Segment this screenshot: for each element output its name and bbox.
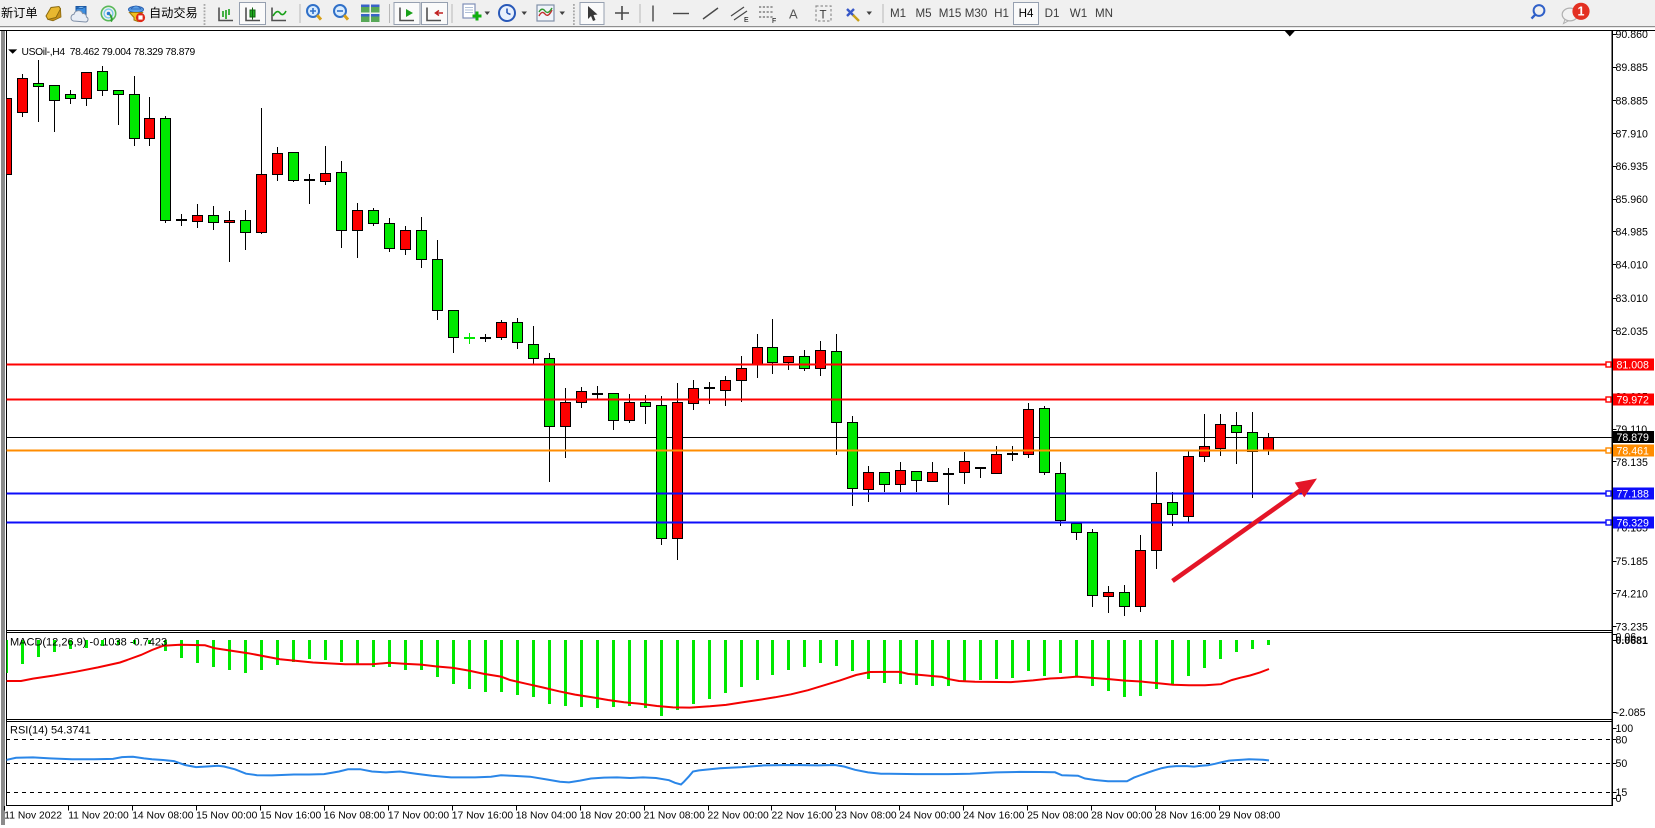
svg-text:新订单: 新订单 [1,5,38,20]
svg-text:50: 50 [1616,758,1628,770]
svg-text:28 Nov 00:00: 28 Nov 00:00 [1091,810,1153,821]
svg-text:M5: M5 [915,7,931,20]
svg-text:15: 15 [1616,787,1628,799]
svg-text:24 Nov 00:00: 24 Nov 00:00 [899,810,961,821]
svg-text:11 Nov 2022: 11 Nov 2022 [4,810,62,821]
svg-text:H1: H1 [994,7,1009,20]
svg-text:90.860: 90.860 [1616,29,1649,41]
svg-text:18 Nov 04:00: 18 Nov 04:00 [516,810,578,821]
svg-text:75.185: 75.185 [1616,556,1649,568]
svg-text:80: 80 [1616,734,1628,746]
svg-text:15 Nov 00:00: 15 Nov 00:00 [196,810,258,821]
svg-text:22 Nov 16:00: 22 Nov 16:00 [772,810,834,821]
svg-text:88.885: 88.885 [1616,96,1649,108]
svg-text:89.885: 89.885 [1616,62,1649,74]
svg-text:0.06: 0.06 [1616,632,1637,644]
svg-text:15 Nov 16:00: 15 Nov 16:00 [260,810,322,821]
svg-text:87.910: 87.910 [1616,128,1649,140]
svg-text:1: 1 [1578,5,1585,19]
svg-text:84.985: 84.985 [1616,227,1649,239]
svg-text:0: 0 [1616,793,1622,805]
svg-text:86.935: 86.935 [1616,161,1649,173]
svg-text:28 Nov 16:00: 28 Nov 16:00 [1155,810,1217,821]
svg-text:78.461: 78.461 [1617,445,1650,457]
svg-text:78.879: 78.879 [1617,432,1650,444]
svg-text:E: E [744,17,749,24]
svg-text:RSI(14) 54.3741: RSI(14) 54.3741 [10,725,91,737]
svg-text:74.210: 74.210 [1616,589,1649,601]
svg-text:D1: D1 [1045,7,1060,20]
svg-text:MACD(12,26,9) -0.1038 -0.7423: MACD(12,26,9) -0.1038 -0.7423 [10,637,167,649]
svg-text:17 Nov 16:00: 17 Nov 16:00 [452,810,514,821]
svg-text:自动交易: 自动交易 [149,5,198,20]
svg-text:USOil-,H4 78.462 79.004 78.32: USOil-,H4 78.462 79.004 78.329 78.879 [22,47,196,58]
svg-text:-2.085: -2.085 [1616,707,1646,719]
svg-text:H4: H4 [1019,7,1034,20]
svg-text:14 Nov 08:00: 14 Nov 08:00 [132,810,194,821]
svg-text:0.0681: 0.0681 [1616,635,1649,647]
svg-text:84.010: 84.010 [1616,259,1649,271]
svg-text:16 Nov 08:00: 16 Nov 08:00 [324,810,386,821]
svg-text:83.010: 83.010 [1616,293,1649,305]
svg-text:11 Nov 20:00: 11 Nov 20:00 [68,810,129,821]
svg-text:22 Nov 00:00: 22 Nov 00:00 [708,810,770,821]
svg-text:78.135: 78.135 [1616,457,1649,469]
svg-text:M15: M15 [939,7,962,20]
svg-text:MN: MN [1095,7,1113,20]
svg-text:81.008: 81.008 [1617,359,1650,371]
svg-text:M1: M1 [890,7,906,20]
svg-text:F: F [772,18,776,25]
svg-text:77.188: 77.188 [1617,488,1650,500]
svg-text:79.972: 79.972 [1617,394,1650,406]
svg-text:85.960: 85.960 [1616,194,1649,206]
svg-text:T: T [820,10,827,22]
svg-text:25 Nov 08:00: 25 Nov 08:00 [1027,810,1089,821]
svg-text:A: A [789,7,798,22]
svg-text:23 Nov 08:00: 23 Nov 08:00 [835,810,897,821]
svg-text:82.035: 82.035 [1616,326,1649,338]
svg-text:24 Nov 16:00: 24 Nov 16:00 [963,810,1025,821]
svg-text:29 Nov 08:00: 29 Nov 08:00 [1219,810,1281,821]
svg-text:18 Nov 20:00: 18 Nov 20:00 [580,810,642,821]
svg-text:17 Nov 00:00: 17 Nov 00:00 [388,810,450,821]
svg-text:100: 100 [1616,723,1634,735]
svg-text:76.329: 76.329 [1617,517,1650,529]
svg-text:W1: W1 [1070,7,1087,20]
svg-text:M30: M30 [965,7,988,20]
svg-text:21 Nov 08:00: 21 Nov 08:00 [644,810,706,821]
svg-text:73.235: 73.235 [1616,621,1649,633]
